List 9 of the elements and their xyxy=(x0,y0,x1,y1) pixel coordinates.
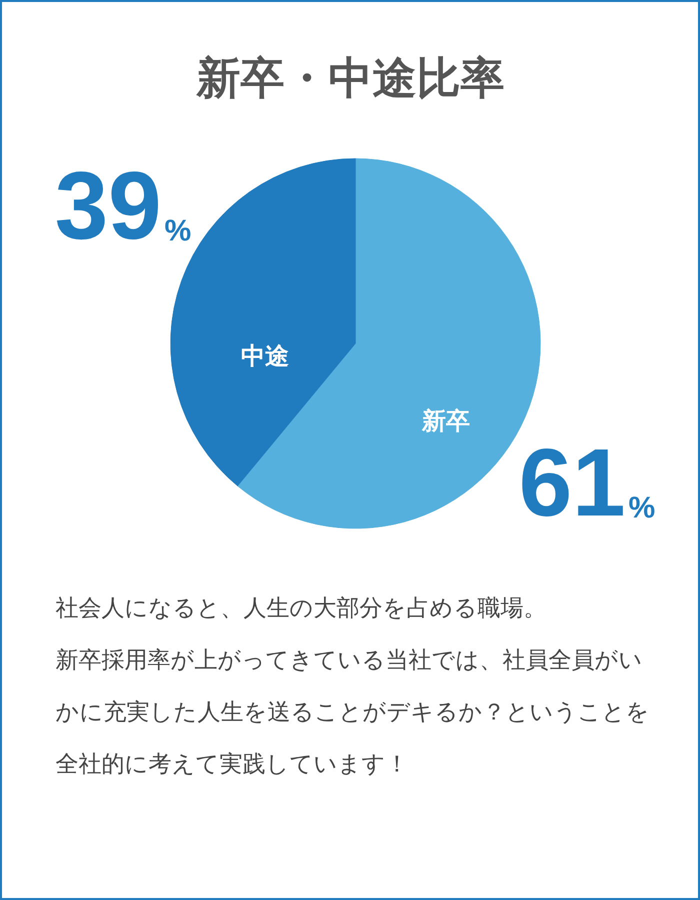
text: 新卒採用率が上がってきている当社では、社員全員がい xyxy=(56,648,642,674)
chart-title: 新卒・中途比率 xyxy=(196,53,504,104)
text: かに充実した人生を送ることがデキるか？ということを xyxy=(56,700,650,726)
slice-label: 新卒 xyxy=(421,407,470,436)
data-label: 39% xyxy=(54,152,192,260)
text: 社会人になると、人生の大部分を占める職場。 xyxy=(56,596,546,622)
text: 全社的に考えて実践しています！ xyxy=(56,752,408,778)
data-label: 61% xyxy=(518,429,656,536)
slice-label: 中途 xyxy=(240,342,289,370)
